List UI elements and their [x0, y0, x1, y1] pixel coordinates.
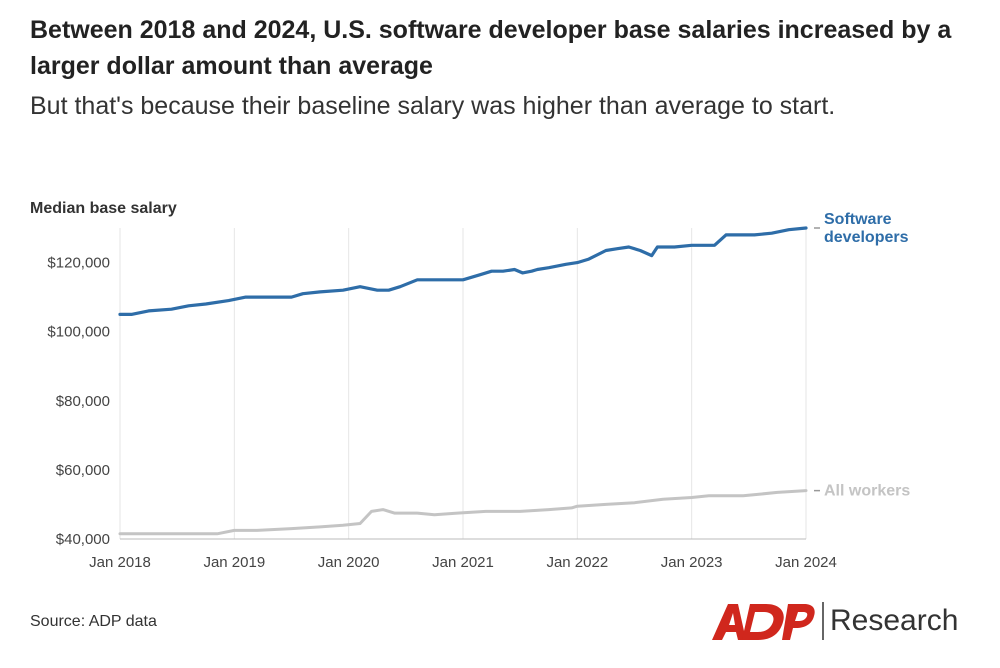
- y-tick-label: $100,000: [47, 324, 110, 341]
- adp-logo-mark: [712, 604, 815, 640]
- x-tick-label: Jan 2022: [546, 554, 608, 571]
- series-label: Software: [824, 211, 892, 228]
- logo-divider: [822, 602, 824, 640]
- x-tick-label: Jan 2021: [432, 554, 494, 571]
- series-label: developers: [824, 229, 909, 246]
- adp-research-logo: Research: [708, 596, 970, 646]
- series-label: All workers: [824, 483, 910, 500]
- y-tick-label: $60,000: [56, 462, 110, 479]
- y-tick-label: $120,000: [47, 255, 110, 272]
- x-tick-label: Jan 2019: [203, 554, 265, 571]
- series-line-software-developers: [118, 226, 808, 316]
- chart-subtitle: But that's because their baseline salary…: [30, 92, 836, 120]
- x-tick-label: Jan 2023: [661, 554, 723, 571]
- x-tick-label: Jan 2020: [318, 554, 380, 571]
- logo-wordmark: Research: [830, 604, 958, 637]
- series-line-all-workers: [118, 489, 808, 536]
- x-tick-label: Jan 2024: [775, 554, 837, 571]
- source-note: Source: ADP data: [30, 613, 157, 630]
- x-tick-label: Jan 2018: [89, 554, 151, 571]
- chart-title: Between 2018 and 2024, U.S. software dev…: [30, 16, 952, 80]
- y-tick-label: $40,000: [56, 531, 110, 548]
- y-axis-label: Median base salary: [30, 200, 177, 217]
- y-tick-label: $80,000: [56, 393, 110, 410]
